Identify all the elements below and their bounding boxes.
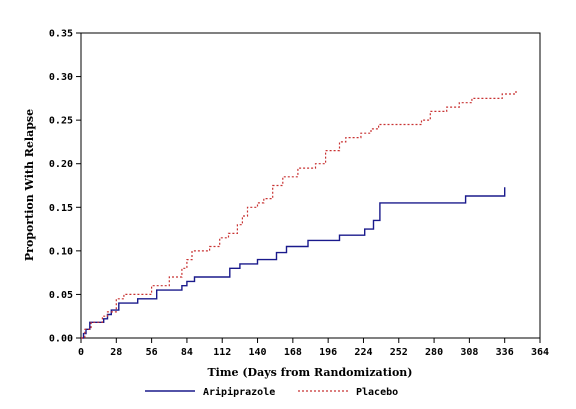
x-tick-label: 112 (213, 347, 231, 358)
y-tick-label: 0.35 (49, 29, 73, 40)
x-tick-label: 224 (354, 347, 372, 358)
x-tick-label: 168 (284, 347, 302, 358)
series-line-placebo (81, 89, 517, 339)
x-tick-label: 28 (110, 347, 122, 358)
y-axis-ticks: 0.00 0.05 0.10 0.15 0.20 0.25 0.30 0.35 (49, 29, 81, 345)
legend-label-placebo: Placebo (356, 387, 398, 398)
x-tick-label: 336 (496, 347, 514, 358)
x-axis-title: Time (Days from Randomization) (208, 366, 413, 379)
x-tick-label: 280 (425, 347, 443, 358)
series-line-aripiprazole (81, 187, 506, 339)
x-tick-label: 140 (249, 347, 267, 358)
y-tick-label: 0.10 (49, 246, 73, 257)
plot-frame (80, 32, 541, 339)
x-tick-label: 84 (181, 347, 193, 358)
x-tick-label: 364 (531, 347, 549, 358)
x-tick-label: 56 (146, 347, 158, 358)
x-axis-ticks: 0 28 56 84 112 140 168 196 224 252 280 308 336 364 (78, 338, 549, 358)
y-tick-label: 0.05 (49, 290, 73, 301)
legend: Aripiprazole Placebo (145, 386, 398, 398)
y-axis-title: Proportion With Relapse (23, 109, 36, 261)
x-tick-label: 0 (78, 347, 84, 358)
x-tick-label: 252 (390, 347, 408, 358)
y-tick-label: 0.30 (49, 72, 73, 83)
x-tick-label: 196 (319, 347, 337, 358)
legend-label-aripiprazole: Aripiprazole (203, 386, 275, 398)
y-tick-label: 0.00 (49, 334, 73, 345)
y-tick-label: 0.25 (49, 116, 73, 127)
series-lines (81, 89, 517, 339)
y-tick-label: 0.15 (49, 203, 73, 214)
x-tick-label: 308 (460, 347, 478, 358)
y-tick-label: 0.20 (49, 159, 73, 170)
